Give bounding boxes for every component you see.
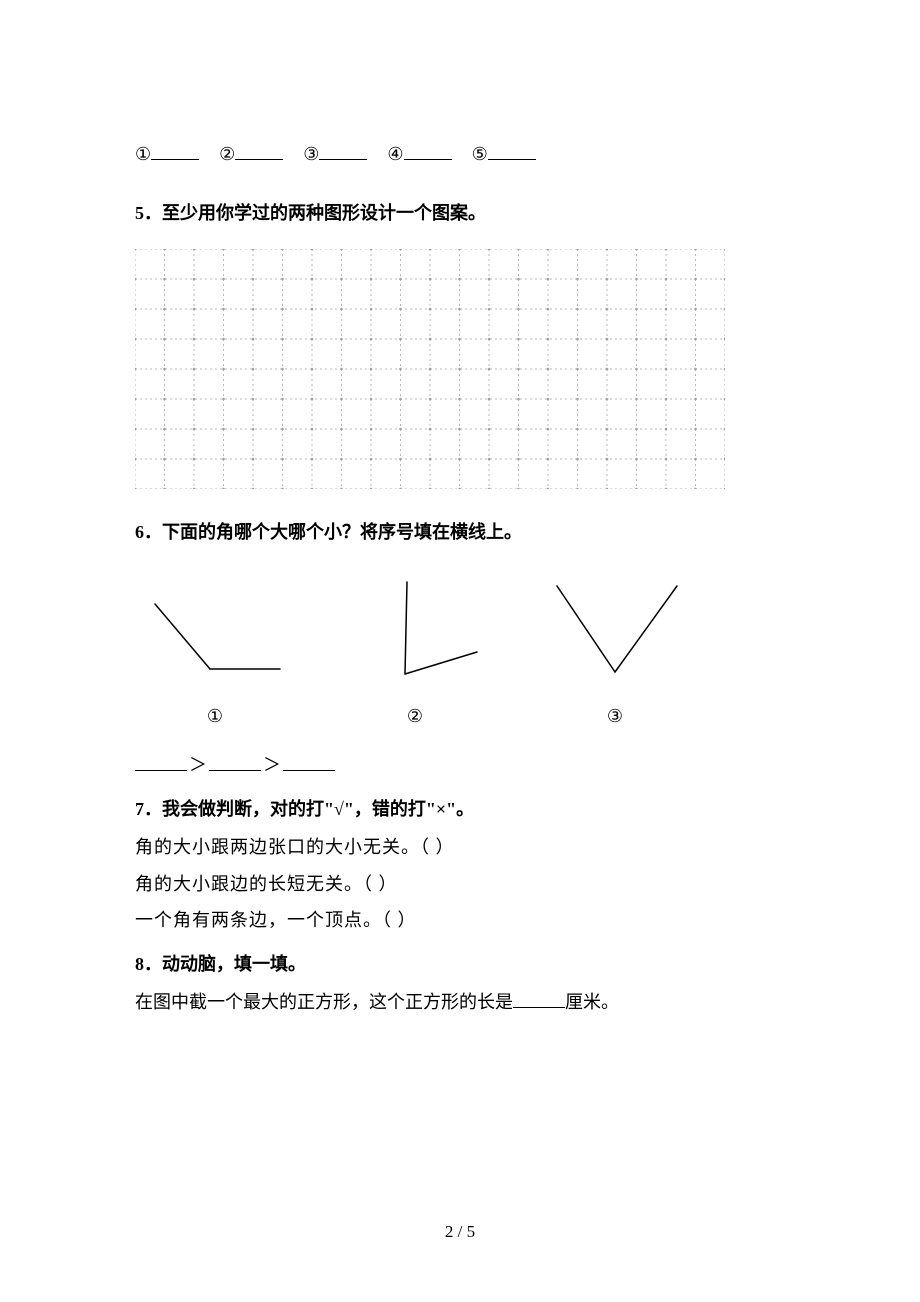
q8-blank[interactable] (513, 989, 565, 1009)
gt-1: ＞ (189, 755, 207, 775)
q5-heading: 5．至少用你学过的两种图形设计一个图案。 (135, 199, 785, 225)
blank-1[interactable] (151, 140, 199, 160)
compare-blank-3[interactable] (283, 751, 335, 771)
blank-4[interactable] (404, 140, 452, 160)
compare-blank-1[interactable] (135, 751, 187, 771)
compare-blank-2[interactable] (209, 751, 261, 771)
num-2: ② (219, 144, 235, 165)
angle-2-block: ② (345, 574, 485, 727)
num-4: ④ (387, 144, 403, 165)
angles-row: ① ② ③ (145, 574, 785, 727)
q8-heading: 8．动动脑，填一填。 (135, 950, 785, 976)
angle-1 (145, 574, 285, 684)
q8-text: 在图中截一个最大的正方形，这个正方形的长是 厘米。 (135, 986, 785, 1018)
page-footer: 2 / 5 (0, 1222, 920, 1242)
q8-before: 在图中截一个最大的正方形，这个正方形的长是 (135, 992, 513, 1012)
top-fill-row: ① ② ③ ④ ⑤ (135, 140, 785, 165)
design-grid[interactable] (135, 249, 725, 489)
angle-3-label: ③ (607, 706, 623, 727)
num-5: ⑤ (472, 144, 488, 165)
num-1: ① (135, 144, 151, 165)
q7-heading: 7．我会做判断，对的打"√"，错的打"×"。 (135, 795, 785, 821)
num-3: ③ (303, 144, 319, 165)
blank-2[interactable] (235, 140, 283, 160)
angle-3-block: ③ (545, 574, 685, 727)
compare-line: ＞＞ (135, 749, 785, 781)
blank-5[interactable] (488, 140, 536, 160)
blank-3[interactable] (319, 140, 367, 160)
gt-2: ＞ (263, 755, 281, 775)
q7-item-3: 一个角有两条边，一个顶点。（ ） (135, 904, 785, 936)
q6-heading: 6．下面的角哪个大哪个小？将序号填在横线上。 (135, 518, 785, 544)
q7-item-1: 角的大小跟两边张口的大小无关。（ ） (135, 831, 785, 863)
angle-3 (545, 574, 685, 684)
q7-item-2: 角的大小跟边的长短无关。（ ） (135, 868, 785, 900)
angle-1-block: ① (145, 574, 285, 727)
angle-1-label: ① (207, 706, 223, 727)
q8-after: 厘米。 (565, 992, 619, 1012)
angle-2-label: ② (407, 706, 423, 727)
angle-2 (345, 574, 485, 684)
